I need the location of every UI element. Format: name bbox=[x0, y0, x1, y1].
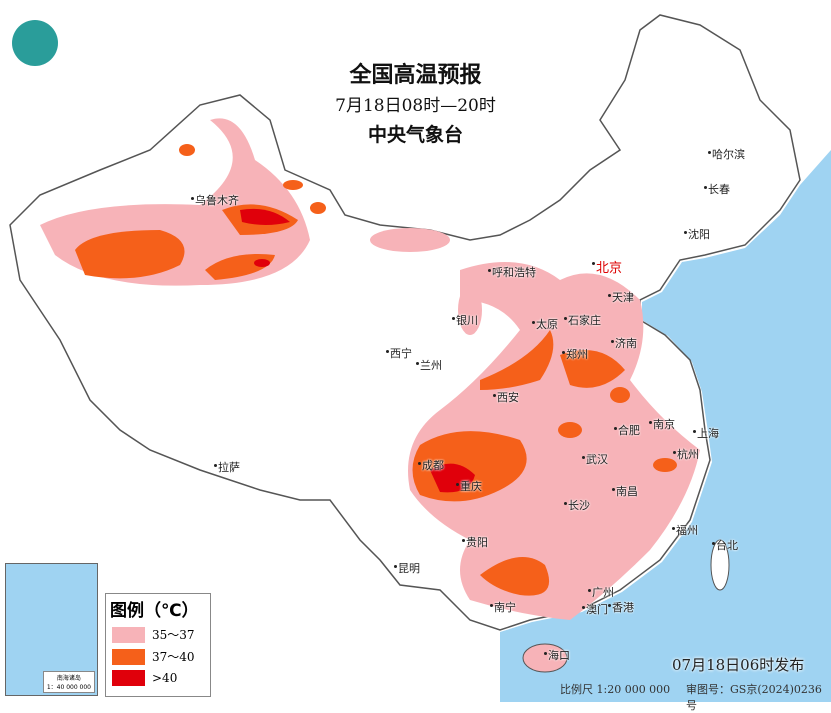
city-label: 北京 bbox=[596, 261, 623, 276]
city-label: 银川 bbox=[456, 314, 478, 327]
city-label: 长春 bbox=[708, 183, 730, 196]
city-label: 澳门 bbox=[586, 603, 608, 616]
city-dot bbox=[416, 362, 419, 365]
city-dot bbox=[452, 317, 455, 320]
legend-item: 35～37 bbox=[112, 626, 210, 643]
legend-item: 37～40 bbox=[112, 648, 210, 665]
city-dot bbox=[462, 539, 465, 542]
city-label: 拉萨 bbox=[218, 461, 240, 474]
legend-swatch bbox=[112, 670, 145, 686]
heat-40 bbox=[240, 208, 475, 493]
city-dot bbox=[611, 340, 614, 343]
city-label: 呼和浩特 bbox=[492, 266, 536, 279]
city-dot bbox=[672, 527, 675, 530]
city-dot bbox=[490, 604, 493, 607]
city-label: 重庆 bbox=[460, 480, 482, 493]
legend-swatch bbox=[112, 626, 145, 643]
city-label: 南昌 bbox=[616, 485, 638, 498]
city-dot bbox=[582, 456, 585, 459]
city-dot bbox=[612, 488, 615, 491]
city-dot bbox=[592, 262, 595, 265]
city-label: 西安 bbox=[497, 391, 519, 404]
city-dot bbox=[712, 542, 715, 545]
city-label: 上海 bbox=[697, 427, 719, 440]
city-label: 南京 bbox=[653, 418, 675, 431]
city-dot bbox=[608, 604, 611, 607]
city-label: 郑州 bbox=[566, 348, 588, 361]
city-label: 武汉 bbox=[586, 453, 608, 466]
city-dot bbox=[532, 321, 535, 324]
city-dot bbox=[608, 294, 611, 297]
city-label: 石家庄 bbox=[568, 314, 601, 327]
south-china-sea-inset: 南海诸岛 1：40 000 000 bbox=[5, 563, 98, 696]
city-dot bbox=[704, 186, 707, 189]
hainan bbox=[522, 643, 568, 673]
city-label: 兰州 bbox=[420, 359, 442, 372]
city-dot bbox=[708, 151, 711, 154]
city-label: 福州 bbox=[676, 524, 698, 537]
city-dot bbox=[614, 427, 617, 430]
taiwan bbox=[710, 539, 730, 591]
city-label: 杭州 bbox=[677, 448, 699, 461]
city-label: 济南 bbox=[615, 337, 637, 350]
city-label: 哈尔滨 bbox=[712, 148, 745, 161]
legend-item: >40 bbox=[112, 670, 210, 686]
city-dot bbox=[562, 351, 565, 354]
city-label: 西宁 bbox=[390, 347, 412, 360]
ocean bbox=[500, 150, 831, 702]
map-approval-number: 审图号：GS京(2024)0236号 bbox=[686, 683, 822, 712]
city-label: 昆明 bbox=[398, 562, 420, 575]
city-label: 广州 bbox=[592, 586, 614, 599]
city-label: 海口 bbox=[548, 649, 570, 662]
city-label: 南宁 bbox=[494, 601, 516, 614]
city-dot bbox=[582, 606, 585, 609]
city-dot bbox=[456, 483, 459, 486]
city-dot bbox=[493, 394, 496, 397]
issued-time: 07月18日06时发布 bbox=[672, 656, 805, 674]
city-dot bbox=[693, 430, 696, 433]
city-label: 台北 bbox=[716, 539, 738, 552]
city-label: 成都 bbox=[422, 459, 444, 472]
city-label: 乌鲁木齐 bbox=[195, 194, 239, 207]
city-label: 合肥 bbox=[618, 424, 640, 437]
city-label: 贵阳 bbox=[466, 536, 488, 549]
city-dot bbox=[684, 231, 687, 234]
city-label: 沈阳 bbox=[688, 228, 710, 241]
city-dot bbox=[564, 502, 567, 505]
city-label: 长沙 bbox=[568, 499, 590, 512]
city-label: 香港 bbox=[612, 601, 634, 614]
city-dot bbox=[673, 451, 676, 454]
city-dot bbox=[588, 589, 591, 592]
legend: 图例（℃） 35～37 37～40 >40 bbox=[105, 593, 211, 697]
city-dot bbox=[386, 350, 389, 353]
city-dot bbox=[488, 269, 491, 272]
city-dot bbox=[418, 462, 421, 465]
city-dot bbox=[214, 464, 217, 467]
cma-logo bbox=[12, 20, 58, 66]
city-dot bbox=[394, 565, 397, 568]
city-label: 天津 bbox=[612, 291, 634, 304]
city-dot bbox=[544, 652, 547, 655]
city-dot bbox=[564, 317, 567, 320]
legend-swatch bbox=[112, 648, 145, 665]
issuer: 中央气象台 bbox=[367, 124, 463, 146]
map-title: 全国高温预报 bbox=[349, 63, 482, 88]
city-dot bbox=[191, 197, 194, 200]
city-dot bbox=[649, 421, 652, 424]
scale-text: 比例尺 1:20 000 000 bbox=[560, 683, 671, 696]
valid-time: 7月18日08时—20时 bbox=[335, 96, 496, 116]
legend-title: 图例（℃） bbox=[110, 601, 199, 621]
city-label: 太原 bbox=[536, 318, 558, 331]
inset-scale: 南海诸岛 1：40 000 000 bbox=[42, 671, 95, 693]
